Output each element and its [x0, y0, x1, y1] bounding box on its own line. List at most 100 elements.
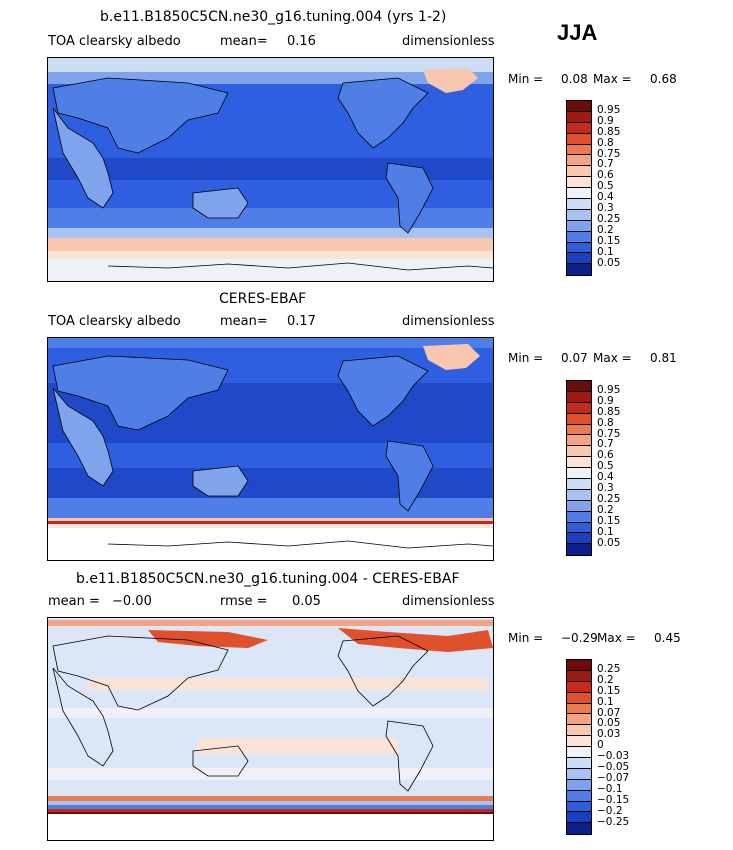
- colorbar-tick-label: 0.2: [597, 673, 614, 686]
- panel-title-diff: b.e11.B1850C5CN.ne30_g16.tuning.004 - CE…: [76, 571, 460, 587]
- colorbar-tick-label: 0: [597, 739, 604, 752]
- panel-mean-value: 0.16: [287, 34, 316, 49]
- map-difference: [47, 617, 494, 841]
- colorbar-tick-label: 0.75: [597, 427, 621, 440]
- panel-max-value: 0.81: [650, 351, 677, 365]
- colorbar-swatch: [567, 144, 591, 156]
- panel-max-label: Max =: [597, 631, 636, 645]
- colorbar-tick-label: 0.07: [597, 706, 621, 719]
- colorbar-swatch: [567, 489, 591, 501]
- panel-max-value: 0.68: [650, 72, 677, 86]
- panel-mean-label: mean =: [48, 594, 100, 609]
- colorbar-tick-label: 0.25: [597, 212, 621, 225]
- panel-min-label: Min =: [508, 631, 544, 645]
- colorbar-swatch: [567, 231, 591, 243]
- colorbar-swatch: [567, 500, 591, 512]
- panel-title-obs: CERES-EBAF: [219, 291, 307, 307]
- colorbar-tick-label: −0.2: [597, 804, 623, 817]
- colorbar-tick-label: 0.85: [597, 405, 621, 418]
- colorbar-swatch: [567, 111, 591, 123]
- colorbar-tick-label: −0.03: [597, 750, 630, 763]
- colorbar-swatch: [567, 435, 591, 447]
- colorbar-tick-label: 0.25: [597, 492, 621, 505]
- colorbar-tick-label: 0.5: [597, 180, 614, 193]
- colorbar-swatch: [567, 177, 591, 189]
- colorbar-tick-label: 0.05: [597, 256, 621, 269]
- colorbar-swatch: [567, 264, 591, 276]
- colorbar-tick-label: 0.1: [597, 525, 614, 538]
- colorbar-tick-label: 0.15: [597, 514, 621, 527]
- panel-variable-label: TOA clearsky albedo: [48, 314, 181, 329]
- panel-rmse-label: rmse =: [220, 594, 268, 609]
- colorbar-tick-label: 0.95: [597, 383, 621, 396]
- panel-units: dimensionless: [402, 34, 495, 49]
- colorbar-swatch: [567, 424, 591, 436]
- colorbar-tick-label: 0.6: [597, 169, 614, 182]
- panel-units: dimensionless: [402, 594, 495, 609]
- panel-max-value: 0.45: [654, 631, 681, 645]
- colorbar-swatch: [567, 812, 591, 824]
- colorbar-tick-label: −0.15: [597, 793, 630, 806]
- colorbar-swatch: [567, 692, 591, 704]
- colorbar-tick-label: −0.25: [597, 815, 630, 828]
- colorbar-swatch: [567, 381, 591, 392]
- colorbar-tick-label: 0.9: [597, 394, 614, 407]
- colorbar-swatch: [567, 758, 591, 769]
- colorbar-swatch: [567, 402, 591, 414]
- colorbar-swatch: [567, 823, 591, 835]
- colorbar-swatch: [567, 544, 591, 556]
- colorbar-swatch: [567, 155, 591, 167]
- colorbar-difference: [566, 659, 592, 836]
- colorbar-tick-label: 0.8: [597, 416, 614, 429]
- colorbar-swatch: [567, 479, 591, 490]
- colorbar-swatch: [567, 122, 591, 134]
- colorbar-swatch: [567, 468, 591, 480]
- colorbar-model: [566, 100, 592, 277]
- colorbar-swatch: [567, 660, 591, 671]
- colorbar-tick-label: 0.2: [597, 503, 614, 516]
- colorbar-tick-label: 0.4: [597, 191, 614, 204]
- colorbar-swatch: [567, 220, 591, 232]
- colorbar-swatch: [567, 725, 591, 737]
- colorbar-swatch: [567, 801, 591, 813]
- panel-min-value: 0.07: [561, 351, 588, 365]
- colorbar-swatch: [567, 209, 591, 221]
- panel-min-value: −0.29: [561, 631, 598, 645]
- colorbar-swatch: [567, 413, 591, 425]
- panel-min-value: 0.08: [561, 72, 588, 86]
- colorbar-tick-label: 0.15: [597, 684, 621, 697]
- colorbar-tick-label: 0.15: [597, 234, 621, 247]
- colorbar-swatch: [567, 391, 591, 403]
- colorbar-tick-label: 0.3: [597, 482, 614, 494]
- colorbar-tick-label: 0.85: [597, 125, 621, 138]
- map-model-albedo: [47, 57, 494, 282]
- colorbar-tick-label: 0.1: [597, 245, 614, 258]
- colorbar-tick-label: 0.05: [597, 536, 621, 549]
- colorbar-swatch: [567, 457, 591, 469]
- colorbar-tick-label: 0.4: [597, 471, 614, 484]
- panel-rmse-value: 0.05: [292, 594, 321, 609]
- colorbar-swatch: [567, 533, 591, 545]
- colorbar-swatch: [567, 522, 591, 534]
- panel-title-model: b.e11.B1850C5CN.ne30_g16.tuning.004 (yrs…: [100, 9, 447, 25]
- colorbar-tick-label: −0.1: [597, 782, 623, 795]
- colorbar-swatch: [567, 446, 591, 458]
- panel-mean-label: mean=: [220, 34, 268, 49]
- colorbar-tick-label: 0.7: [597, 438, 614, 451]
- colorbar-tick-label: 0.8: [597, 136, 614, 149]
- colorbar-tick-label: 0.75: [597, 147, 621, 160]
- colorbar-tick-label: 0.9: [597, 114, 614, 127]
- colorbar-swatch: [567, 779, 591, 791]
- panel-units: dimensionless: [402, 314, 495, 329]
- colorbar-swatch: [567, 670, 591, 682]
- colorbar-swatch: [567, 736, 591, 748]
- panel-mean-label: mean=: [220, 314, 268, 329]
- colorbar-tick-label: 0.7: [597, 158, 614, 171]
- colorbar-swatch: [567, 101, 591, 112]
- colorbar-tick-label: 0.95: [597, 103, 621, 116]
- colorbar-tick-label: 0.5: [597, 460, 614, 473]
- colorbar-swatch: [567, 681, 591, 693]
- colorbar-tick-label: 0.03: [597, 728, 621, 741]
- colorbar-tick-label: −0.05: [597, 761, 630, 773]
- colorbar-swatch: [567, 166, 591, 178]
